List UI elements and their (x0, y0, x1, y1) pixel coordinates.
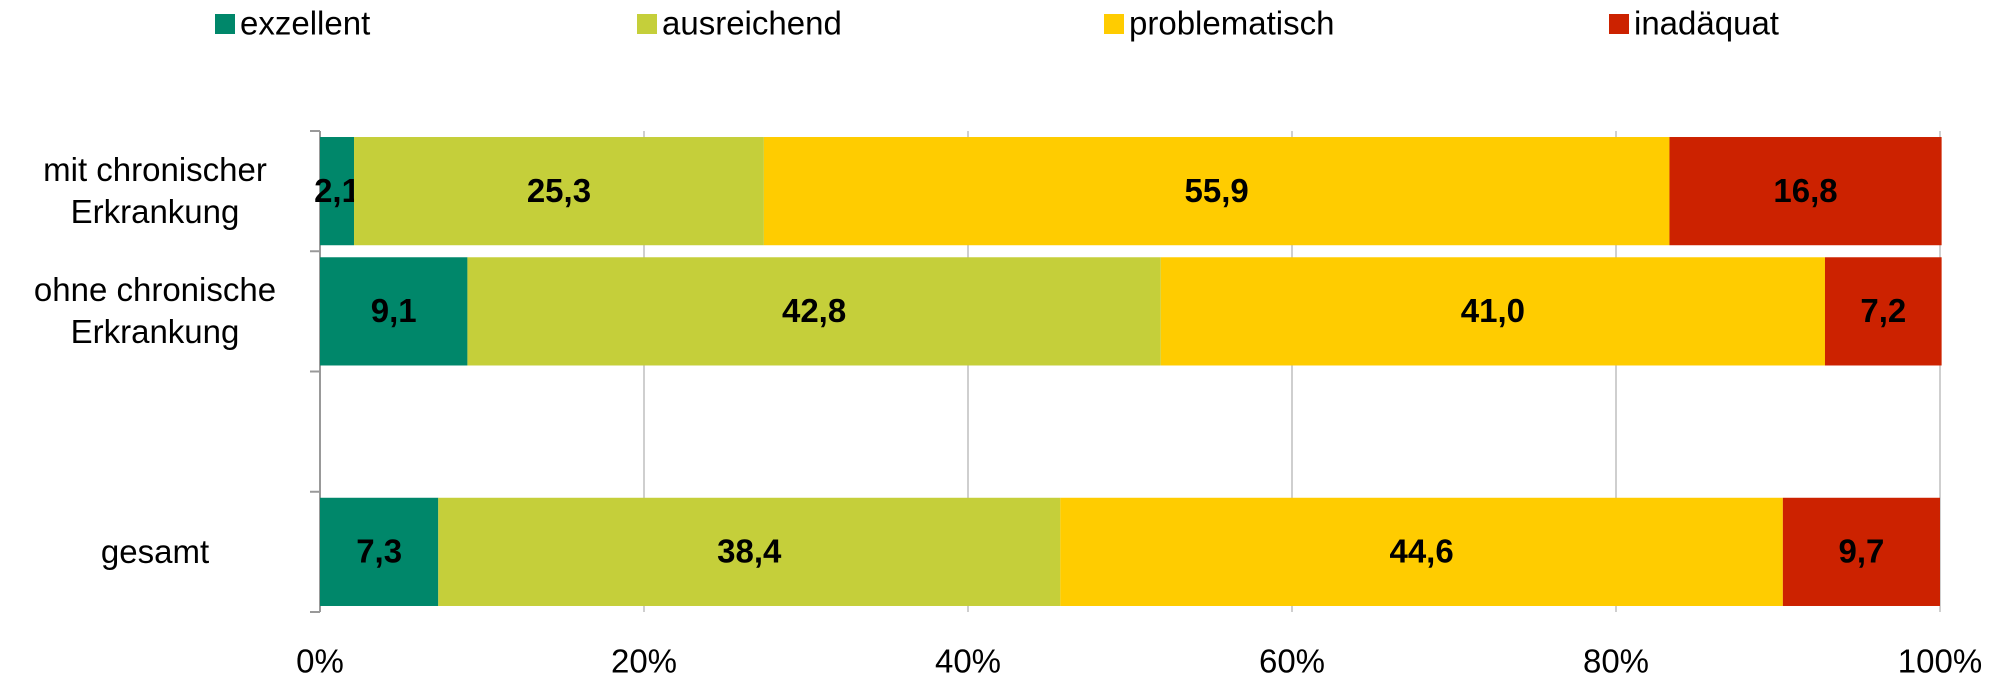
bar-segment (1669, 137, 1942, 246)
legend-swatch (637, 14, 657, 34)
legend-swatch (215, 14, 235, 34)
legend-swatch (1104, 14, 1124, 34)
bar-segment (320, 497, 439, 606)
y-tick-label: ohne chronische Erkrankung (33, 271, 277, 351)
bar-segment (1824, 257, 1942, 366)
bar-segment (320, 137, 355, 246)
data-label: 9,7 (1838, 533, 1884, 570)
y-tick-label: gesamt (100, 532, 210, 570)
x-tick-label: 40% (935, 643, 1001, 678)
bar-segment (1782, 497, 1940, 606)
data-label: 7,3 (356, 533, 402, 570)
x-tick-label: 20% (611, 643, 677, 678)
data-label: 55,9 (1185, 172, 1249, 209)
legend-label: exzellent (240, 5, 370, 42)
bar-segment (354, 137, 764, 246)
x-tick-label: 80% (1583, 643, 1649, 678)
data-label: 42,8 (782, 292, 846, 329)
bar-segment (438, 497, 1061, 606)
legend-swatch (1609, 14, 1629, 34)
bar-segment (763, 137, 1670, 246)
legend-label: ausreichend (662, 5, 842, 42)
x-tick-label: 0% (296, 643, 344, 678)
data-label: 44,6 (1389, 533, 1453, 570)
data-label: 7,2 (1860, 292, 1906, 329)
data-label: 2,1 (314, 172, 360, 209)
bar-segment (1060, 497, 1783, 606)
data-label: 9,1 (371, 292, 417, 329)
data-label: 38,4 (717, 533, 782, 570)
data-label: 16,8 (1773, 172, 1837, 209)
x-tick-label: 60% (1259, 643, 1325, 678)
data-label: 41,0 (1461, 292, 1525, 329)
bar-segment (467, 257, 1161, 366)
bar-segment (320, 257, 468, 366)
legend-label: problematisch (1129, 5, 1334, 42)
data-label: 25,3 (527, 172, 591, 209)
x-tick-label: 100% (1898, 643, 1982, 678)
bar-segment (1160, 257, 1825, 366)
legend-label: inadäquat (1634, 5, 1779, 42)
y-tick-label: mit chronischer Erkrankung (43, 151, 267, 231)
